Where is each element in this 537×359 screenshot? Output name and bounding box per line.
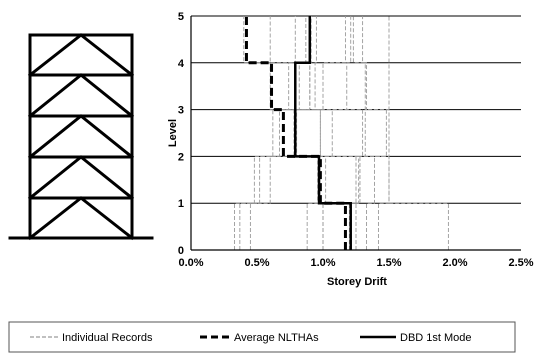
record-line-7: [366, 16, 390, 250]
legend-records-label: Individual Records: [62, 332, 153, 344]
x-tick-labels: 0.0% 0.5% 1.0% 1.5% 2.0% 2.5%: [178, 257, 533, 269]
legend-box: [8, 321, 516, 353]
x-tick-label: 1.0%: [310, 257, 335, 269]
record-line-5: [322, 16, 352, 250]
dbd-1st-mode-layer: [294, 16, 352, 250]
x-tick-label: 0.5%: [244, 257, 269, 269]
record-line-9: [314, 16, 449, 250]
y-axis-title: Level: [167, 119, 179, 147]
y-tick-label: 4: [178, 58, 185, 70]
y-tick-label: 1: [178, 198, 184, 210]
individual-records-layer: [234, 16, 449, 250]
axes: [190, 16, 521, 251]
y-tick-label: 2: [178, 151, 184, 163]
y-tick-label: 5: [178, 11, 184, 23]
x-axis-title: Storey Drift: [327, 276, 387, 288]
y-tick-labels: 0 1 2 3 4 5: [178, 11, 185, 257]
record-line-11: [243, 16, 361, 250]
dbd-1st-mode-line: [294, 16, 352, 250]
record-line-8: [352, 16, 390, 250]
x-tick-label: 0.0%: [178, 257, 203, 269]
record-line-6: [348, 16, 368, 250]
x-tick-label: 2.5%: [508, 257, 533, 269]
y-tick-label: 3: [178, 105, 184, 117]
record-line-4: [306, 16, 346, 250]
record-line-3: [249, 16, 312, 250]
y-tick-label: 0: [178, 245, 184, 257]
legend-average-label: Average NLTHAs: [234, 332, 319, 344]
plot-area: 0.0% 0.5% 1.0% 1.5% 2.0% 2.5% 0 1 2 3 4 5: [178, 11, 534, 269]
building-frame-illustration: [8, 33, 154, 241]
legend: Individual Records Average NLTHAs DBD 1s…: [8, 321, 516, 353]
x-tick-label: 1.5%: [376, 257, 401, 269]
legend-dbd-label: DBD 1st Mode: [400, 332, 472, 344]
x-tick-label: 2.0%: [442, 257, 467, 269]
record-line-1: [234, 16, 296, 250]
